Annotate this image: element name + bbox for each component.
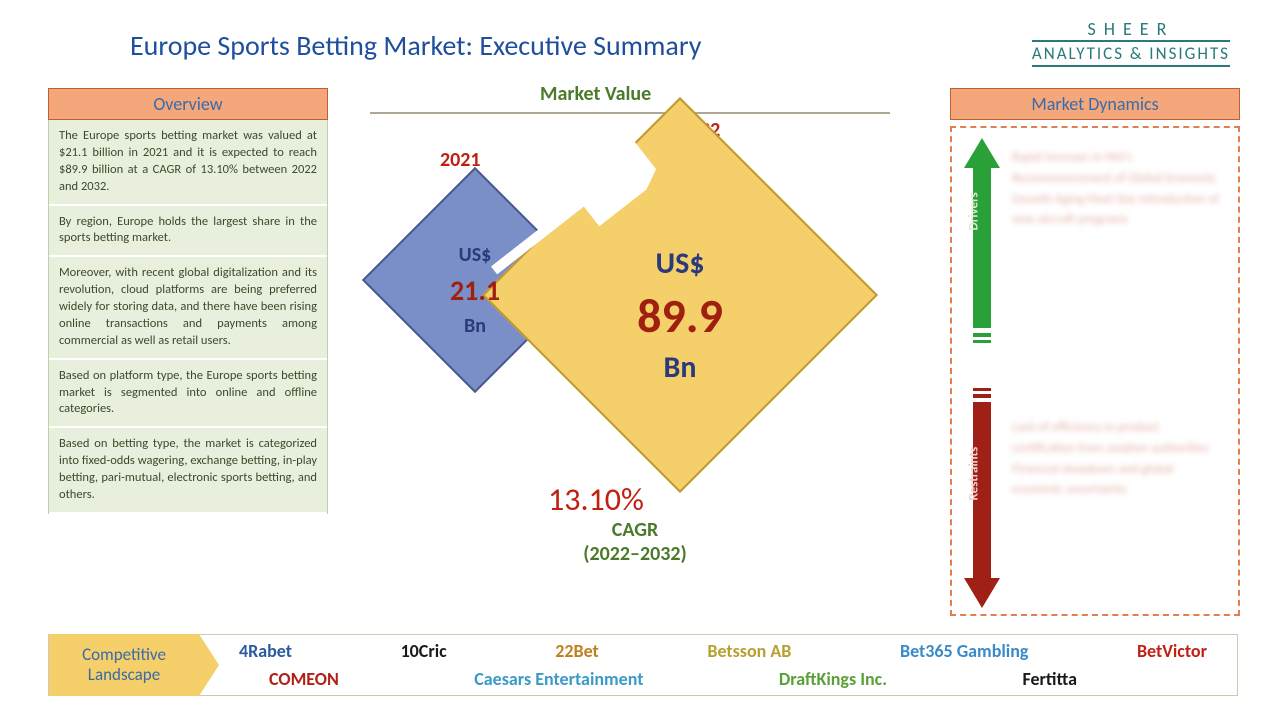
competitor-name: Fertitta: [1022, 668, 1077, 690]
competitor-name: 4Rabet: [239, 640, 292, 662]
overview-list: The Europe sports betting market was val…: [48, 120, 328, 514]
competitive-label: Competitive Landscape: [49, 634, 199, 696]
drivers-arrow-icon: [964, 138, 1000, 348]
value-2032: 89.9: [540, 286, 820, 345]
market-dynamics-panel: Market Dynamics Drivers Rapid increase i…: [950, 88, 1240, 616]
competitor-name: BetVictor: [1137, 640, 1207, 662]
cagr-value: 13.10%: [548, 480, 644, 519]
competitor-name: Bet365 Gambling: [900, 640, 1028, 662]
restraints-label: Restraints: [967, 447, 982, 501]
cagr-period: (2022–2032): [565, 542, 705, 566]
competitor-name: 22Bet: [555, 640, 599, 662]
overview-item: Based on betting type, the market is cat…: [49, 428, 327, 514]
restraints-blurred-text: Lack of efficiency in product certificat…: [1012, 418, 1222, 501]
competitor-name: COMEON: [269, 668, 339, 690]
unit-2032: Bn: [540, 349, 820, 386]
overview-item: Moreover, with recent global digitalizat…: [49, 257, 327, 359]
currency-2032: US$: [540, 245, 820, 282]
page-title: Europe Sports Betting Market: Executive …: [130, 28, 701, 63]
competitive-label-line1: Competitive: [82, 645, 166, 665]
logo-text-top: SHEER: [1032, 18, 1230, 40]
competitive-names: 4Rabet 10Cric 22Bet Betsson AB Bet365 Gambli…: [199, 640, 1237, 690]
competitor-name: Betsson AB: [707, 640, 791, 662]
market-value-underline: [370, 112, 890, 114]
overview-panel: Overview The Europe sports betting marke…: [48, 88, 328, 514]
overview-item: By region, Europe holds the largest shar…: [49, 206, 327, 258]
market-value-title: Market Value: [540, 82, 651, 106]
competitive-landscape-bar: Competitive Landscape 4Rabet 10Cric 22Bet B…: [48, 634, 1238, 696]
competitive-row-2: COMEON Caesars Entertainment DraftKings In…: [239, 668, 1237, 690]
overview-header: Overview: [48, 88, 328, 120]
cagr-label: CAGR: [575, 518, 695, 542]
competitor-name: DraftKings Inc.: [779, 668, 887, 690]
logo-text-bottom: ANALYTICS & INSIGHTS: [1032, 40, 1230, 67]
company-logo: SHEER ANALYTICS & INSIGHTS: [1032, 18, 1230, 67]
dynamics-header: Market Dynamics: [950, 88, 1240, 120]
unit-2021: Bn: [395, 314, 555, 338]
competitor-name: Caesars Entertainment: [474, 668, 643, 690]
overview-item: The Europe sports betting market was val…: [49, 120, 327, 206]
competitive-label-line2: Landscape: [88, 665, 160, 685]
drivers-blurred-text: Rapid increase in HNI's Recommencement o…: [1012, 148, 1222, 231]
dynamics-content: Drivers Rapid increase in HNI's Recommen…: [950, 126, 1240, 616]
competitor-name: 10Cric: [401, 640, 447, 662]
drivers-label: Drivers: [967, 192, 982, 230]
overview-item: Based on platform type, the Europe sport…: [49, 360, 327, 429]
competitive-row-1: 4Rabet 10Cric 22Bet Betsson AB Bet365 Gambli…: [239, 640, 1237, 662]
